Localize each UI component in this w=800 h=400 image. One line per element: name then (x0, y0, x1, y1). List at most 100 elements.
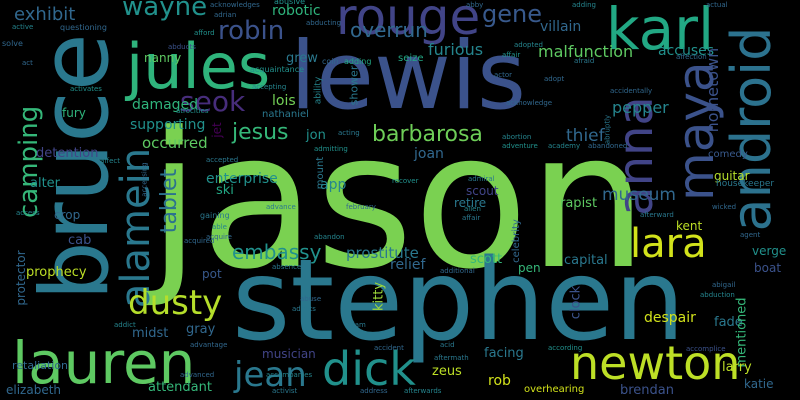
word: supporting (130, 117, 206, 133)
word: aftermath (434, 354, 469, 362)
word: acid (440, 341, 455, 349)
word: abruptly (603, 114, 612, 145)
word: jet (210, 122, 224, 138)
word: seize (398, 53, 424, 64)
word: guitar (714, 169, 750, 183)
word: grew (286, 51, 318, 66)
word: abandoned (588, 142, 628, 150)
word: affair (462, 214, 481, 222)
word: fade (714, 315, 743, 330)
word: active (12, 23, 34, 31)
word: address (360, 387, 388, 395)
word: acquaintance (250, 65, 305, 74)
word: actor (494, 71, 513, 79)
word: abuse (300, 295, 322, 303)
word: musician (262, 347, 316, 361)
word: nanny (144, 51, 182, 65)
word: afford (194, 29, 215, 37)
word: admiral (468, 175, 495, 183)
word: acting (338, 129, 360, 137)
word: protector (14, 250, 28, 306)
word: elizabeth (6, 383, 62, 397)
word: adding (344, 57, 372, 66)
word: dick (322, 342, 416, 396)
word: accessing (140, 162, 149, 197)
word: clock (568, 285, 584, 320)
word: lauren (12, 329, 196, 397)
word: ability (313, 76, 324, 105)
word: alien (464, 205, 481, 213)
word: rob (488, 373, 511, 389)
word: kitty (371, 281, 387, 312)
word: embassy (232, 240, 322, 264)
word: admitting (314, 145, 348, 153)
word: gaining (200, 211, 230, 220)
word: hometown (703, 47, 722, 133)
word: larry (722, 360, 752, 375)
word: cab (68, 233, 92, 248)
word: alter (30, 176, 61, 191)
word: acquire (206, 233, 232, 241)
word: advanced (180, 371, 215, 379)
word: afterwards (404, 387, 442, 395)
word: abigail (712, 281, 736, 289)
word: wayne (122, 0, 208, 22)
word: able (212, 223, 227, 231)
word: affection (676, 53, 707, 61)
word: housekeeper (716, 179, 775, 189)
word: stephen (232, 236, 686, 366)
word: mount (315, 156, 326, 190)
word: advantage (190, 341, 228, 349)
word: occurred (142, 134, 208, 152)
word: villain (540, 19, 582, 35)
word: midst (132, 326, 169, 341)
word: museum (602, 185, 676, 205)
word: fury (62, 106, 86, 120)
word: verge (752, 244, 787, 258)
word: abduction (700, 291, 735, 299)
word: coin (322, 57, 339, 66)
word: jean (234, 355, 307, 395)
word: damaged (132, 97, 199, 113)
word: accidentally (610, 87, 653, 95)
word: academy (548, 142, 581, 150)
word: jesus (232, 120, 289, 145)
word: boat (754, 261, 782, 275)
word: according (548, 344, 583, 352)
word: zeus (432, 364, 462, 379)
word: abandon (314, 233, 345, 241)
word: relief (390, 257, 426, 273)
word: prostitute (346, 244, 419, 262)
word: acknowledges (210, 1, 260, 9)
word: questioning (60, 23, 107, 32)
word: comedy (708, 149, 748, 160)
word: crop (54, 208, 81, 222)
word: camping (14, 105, 44, 218)
word: app (320, 177, 347, 193)
word: additional (440, 267, 475, 275)
word: abducts (168, 43, 196, 51)
word: gene (482, 0, 542, 28)
word: kent (676, 219, 703, 233)
word: abby (466, 1, 484, 9)
word: accomplice (686, 345, 726, 353)
word: wicked (712, 203, 737, 211)
word: rouge (336, 0, 481, 46)
word: activist (272, 387, 298, 395)
word: dusty (128, 283, 223, 323)
word: jon (306, 128, 326, 143)
word: enterprise (206, 171, 278, 187)
word: detention (36, 146, 99, 161)
word: robotic (272, 3, 321, 19)
word: despair (644, 310, 696, 326)
word: gray (186, 322, 216, 337)
word: solve (2, 39, 23, 48)
word: overrun (350, 18, 428, 42)
word: katie (744, 377, 774, 391)
word: newton (570, 336, 741, 390)
word: acquired (184, 237, 215, 245)
word: addict (114, 321, 136, 329)
word: malfunction (538, 42, 634, 61)
word: accident (374, 344, 404, 352)
